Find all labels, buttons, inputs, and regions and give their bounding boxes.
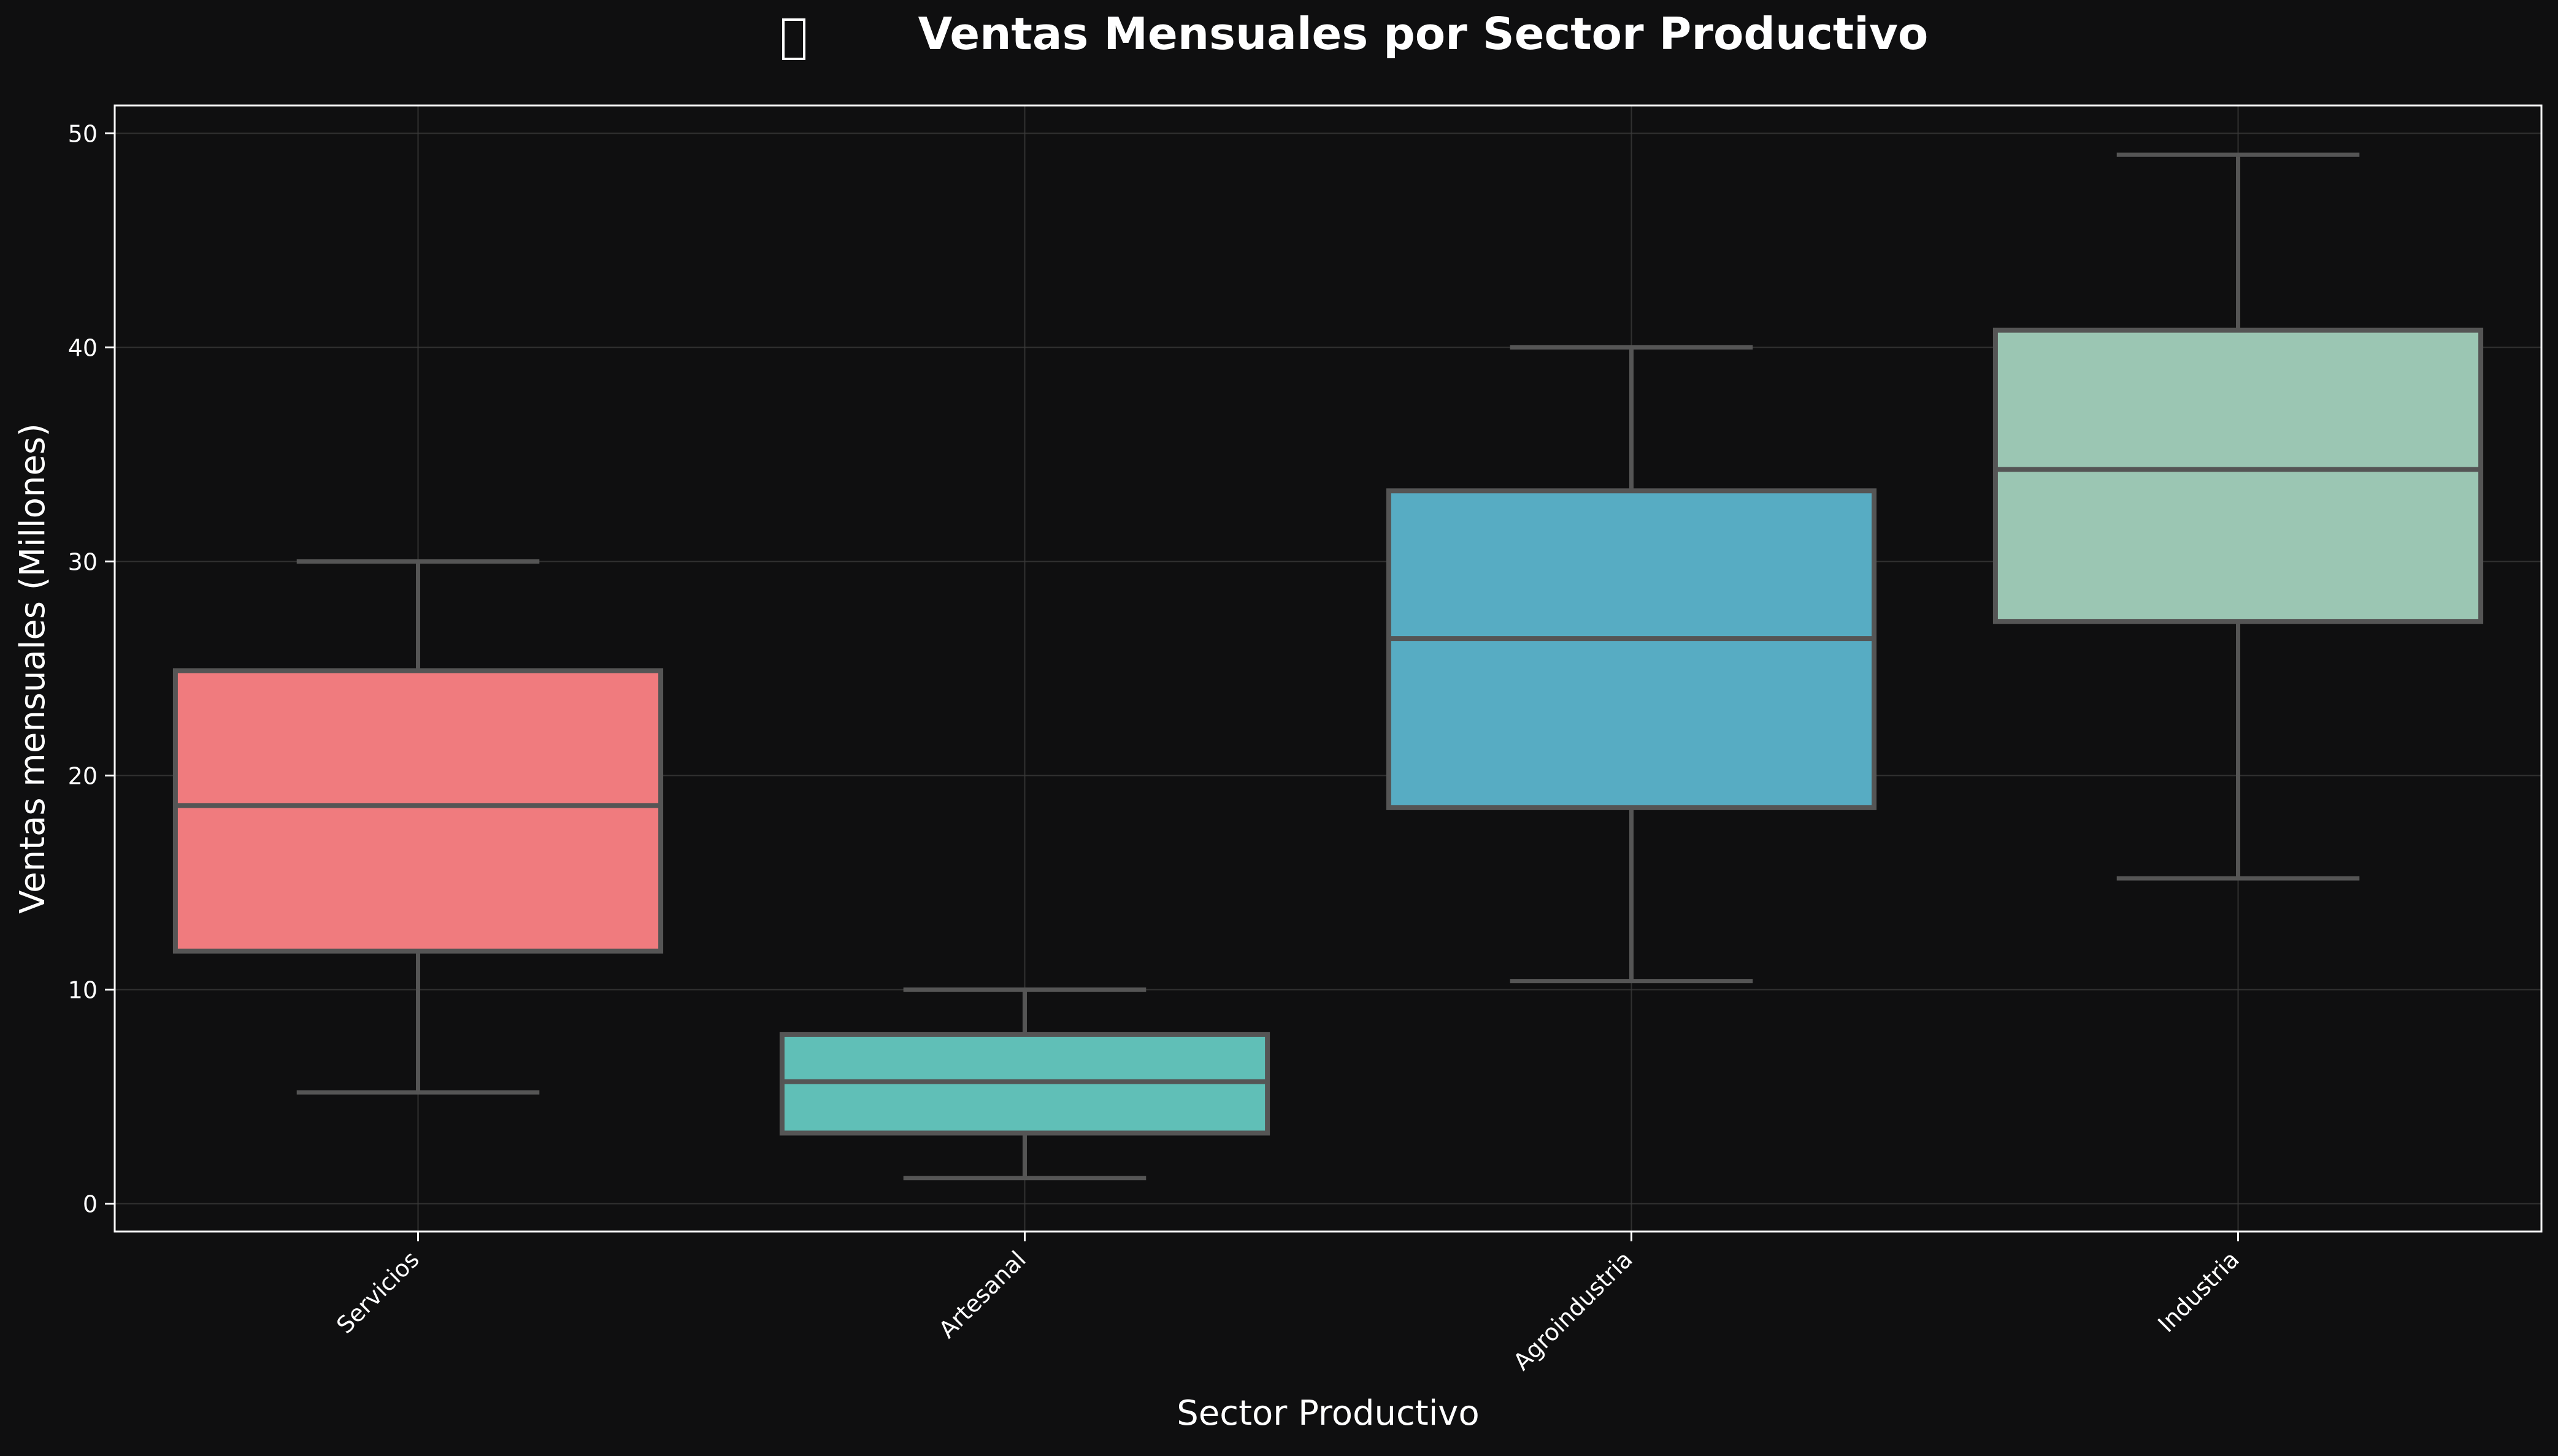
box-iqr: [1386, 488, 1877, 810]
y-tick-label: 10: [68, 977, 98, 1004]
box-agroindustria: [1386, 345, 1877, 984]
chart-icon: [782, 18, 805, 60]
y-axis-label: Ventas mensuales (Millones): [13, 423, 53, 914]
y-tick-label: 50: [68, 120, 98, 147]
plot-frame: [113, 104, 2543, 1233]
box-iqr: [1992, 328, 2484, 624]
box-series: [172, 152, 2484, 1181]
box-iqr: [172, 668, 664, 954]
chart-title: Ventas Mensuales por Sector Productivo: [918, 8, 1929, 59]
y-tick-label: 30: [68, 548, 98, 575]
box-industria: [1992, 152, 2484, 881]
y-tick-label: 40: [68, 334, 98, 361]
chart-title-group: Ventas Mensuales por Sector Productivo: [782, 8, 1929, 60]
y-tick-label: 20: [68, 763, 98, 790]
x-axis-label: Sector Productivo: [1177, 1393, 1479, 1433]
box-servicios: [172, 559, 664, 1095]
y-tick-label: 0: [83, 1191, 98, 1218]
box-artesanal: [779, 987, 1270, 1181]
y-axis-ticks: 0 10 20 30 40 50: [68, 120, 115, 1218]
